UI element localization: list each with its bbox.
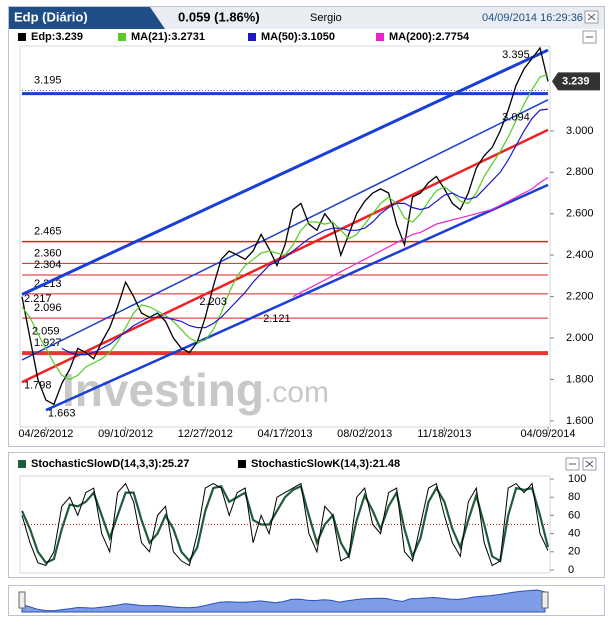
series-line	[21, 73, 549, 381]
watermark-suffix: .com	[264, 376, 329, 409]
price-annotation: 1.798	[24, 380, 52, 392]
user-name: Sergio	[310, 12, 342, 24]
price-annotation: 3.094	[502, 111, 530, 123]
price-annotation: 1.663	[48, 408, 76, 420]
trend-line	[21, 99, 549, 361]
navigator-handle	[18, 591, 26, 609]
x-tick-label: 12/27/2012	[178, 428, 233, 440]
level-label: 2.304	[34, 259, 62, 271]
datetime: 04/09/2014 16:29:36	[482, 12, 583, 24]
price-annotation: 2.059	[32, 326, 60, 338]
y-tick-label: 20	[568, 546, 580, 558]
price-annotation: 2.217	[24, 293, 52, 305]
plot-area	[19, 475, 551, 574]
legend-swatch	[248, 33, 256, 41]
x-tick-label: 04/09/2014	[520, 428, 575, 440]
price-annotation: 3.395	[502, 49, 530, 61]
y-tick-label: 2.400	[566, 249, 594, 261]
legend-label: StochasticSlowD(14,3,3):25.27	[31, 458, 189, 470]
price-annotation: 2.121	[263, 313, 291, 325]
y-tick-label: 1.800	[566, 373, 594, 385]
stochastic-panel	[8, 452, 605, 578]
legend-swatch	[18, 460, 26, 468]
x-tick-label: 04/26/2012	[18, 428, 73, 440]
y-tick-label: 0	[568, 564, 574, 576]
trend-line	[21, 48, 549, 296]
last-price-box	[552, 72, 600, 91]
y-tick-label: 2.800	[566, 166, 594, 178]
remove-icon	[585, 460, 594, 468]
legend-label: MA(200):2.7754	[389, 31, 470, 43]
legend-label: MA(50):3.1050	[261, 31, 335, 43]
price-annotation: 2.203	[199, 296, 227, 308]
y-tick-label: 2.000	[566, 332, 594, 344]
level-label: 2.465	[34, 226, 62, 238]
legend-swatch	[18, 33, 26, 41]
legend-label: Edp:3.239	[31, 31, 83, 43]
legend-swatch	[238, 460, 246, 468]
y-tick-label: 60	[568, 509, 580, 521]
navigator-handle	[541, 591, 549, 609]
last-price-label: 3.239	[562, 75, 590, 87]
trend-line	[21, 128, 549, 384]
level-label: 3.195	[34, 74, 62, 86]
title-tab	[9, 7, 165, 29]
level-label: 2.096	[34, 302, 62, 314]
series-line	[292, 176, 549, 298]
series-line	[21, 46, 549, 406]
price-change: 0.059 (1.86%)	[178, 9, 260, 24]
close-icon	[587, 13, 596, 21]
y-tick-label: 100	[568, 473, 586, 485]
series-line	[21, 482, 549, 567]
legend-label: StochasticSlowK(14,3):21.48	[251, 458, 400, 470]
x-tick-label: 04/17/2013	[257, 428, 312, 440]
watermark-brand: Investing	[62, 364, 264, 416]
legend-swatch	[118, 33, 126, 41]
series-line	[61, 108, 549, 356]
y-tick-label: 80	[568, 491, 580, 503]
level-label: 2.360	[34, 247, 62, 259]
main-panel	[8, 6, 605, 447]
series-line	[20, 484, 550, 565]
x-tick-label: 11/18/2013	[417, 428, 471, 440]
trend-line	[45, 183, 549, 412]
y-tick-label: 1.600	[566, 415, 594, 427]
legend-swatch	[376, 33, 384, 41]
x-tick-label: 09/10/2012	[98, 428, 153, 440]
y-tick-label: 2.200	[566, 290, 594, 302]
watermark: Investing.com	[62, 364, 329, 416]
y-tick-label: 2.600	[566, 208, 594, 220]
legend-label: MA(21):3.2731	[131, 31, 205, 43]
instrument-title: Edp (Diário)	[14, 9, 88, 24]
y-tick-label: 3.000	[566, 125, 594, 137]
x-tick-label: 08/02/2013	[337, 428, 392, 440]
navigator-area	[21, 589, 546, 613]
y-tick-label: 40	[568, 528, 580, 540]
